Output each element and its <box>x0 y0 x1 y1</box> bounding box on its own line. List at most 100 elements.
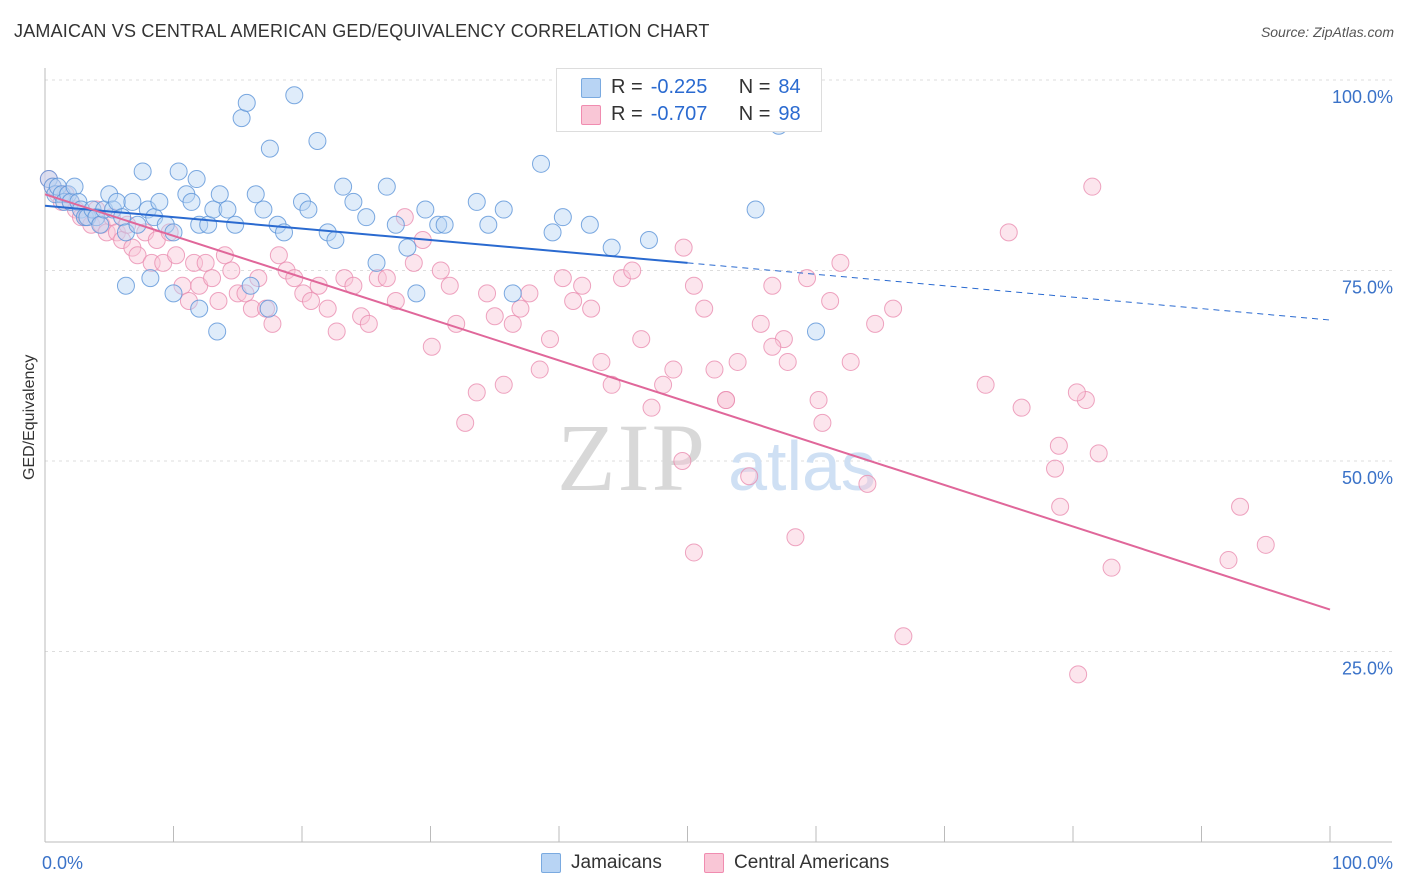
point-central-americans <box>196 253 215 272</box>
point-central-americans <box>352 307 371 326</box>
point-central-americans <box>999 223 1018 242</box>
point-jamaicans <box>299 200 318 219</box>
point-central-americans <box>1051 497 1070 516</box>
point-central-americans <box>422 337 441 356</box>
y-tick-label: 100.0% <box>1332 87 1393 107</box>
point-central-americans <box>359 314 378 333</box>
legend-row-jamaicans: R = -0.225 N = 84 <box>581 73 801 101</box>
point-central-americans <box>1231 497 1250 516</box>
point-central-americans <box>866 314 885 333</box>
point-jamaicans <box>241 276 260 295</box>
point-central-americans <box>717 391 736 410</box>
point-central-americans <box>841 352 860 371</box>
point-central-americans <box>485 307 504 326</box>
point-central-americans <box>395 208 414 227</box>
point-central-americans <box>1219 551 1238 570</box>
bottom-legend-jamaicans: Jamaicans <box>541 852 662 874</box>
point-central-americans <box>592 352 611 371</box>
point-central-americans <box>440 276 459 295</box>
point-jamaicans <box>553 208 572 227</box>
point-central-americans <box>1067 383 1086 402</box>
legend-swatch-pink <box>581 105 601 125</box>
legend-r-value-blue: -0.225 <box>650 75 708 98</box>
point-central-americans <box>1256 535 1275 554</box>
point-jamaicans <box>639 231 658 250</box>
point-jamaicans <box>285 86 304 105</box>
point-central-americans <box>763 276 782 295</box>
legend-n-value-blue: 84 <box>778 75 801 98</box>
point-central-americans <box>327 322 346 341</box>
point-jamaicans <box>260 139 279 158</box>
point-jamaicans <box>182 192 201 211</box>
point-central-americans <box>249 269 268 288</box>
point-jamaicans <box>232 109 251 128</box>
axes <box>44 68 1392 843</box>
point-central-americans <box>684 276 703 295</box>
point-central-americans <box>222 261 241 280</box>
point-central-americans <box>831 253 850 272</box>
point-jamaicans <box>344 192 363 211</box>
point-central-americans <box>553 269 572 288</box>
y-tick-label: 25.0% <box>1342 659 1393 679</box>
point-central-americans <box>530 360 549 379</box>
point-central-americans <box>511 299 530 318</box>
point-jamaicans <box>254 200 273 219</box>
point-jamaicans <box>116 276 135 295</box>
point-central-americans <box>664 360 683 379</box>
point-central-americans <box>705 360 724 379</box>
point-jamaicans <box>580 215 599 234</box>
data-points <box>39 86 1275 684</box>
bottom-legend-central-americans: Central Americans <box>704 852 889 874</box>
bottom-legend-label-jamaicans: Jamaicans <box>571 852 662 873</box>
bottom-legend-label-central-americans: Central Americans <box>734 852 890 873</box>
point-jamaicans <box>150 192 169 211</box>
point-central-americans <box>335 269 354 288</box>
point-jamaicans <box>107 192 126 211</box>
point-jamaicans <box>435 215 454 234</box>
point-central-americans <box>612 269 631 288</box>
point-jamaicans <box>226 215 245 234</box>
point-central-americans <box>520 284 539 303</box>
point-central-americans <box>673 452 692 470</box>
trend-line-central-americans <box>44 193 1331 611</box>
point-central-americans <box>1083 177 1102 196</box>
point-central-americans <box>894 627 913 646</box>
point-central-americans <box>318 299 337 318</box>
point-central-americans <box>431 261 450 280</box>
point-central-americans <box>751 314 770 333</box>
point-jamaicans <box>334 177 353 196</box>
point-central-americans <box>386 291 405 310</box>
point-central-americans <box>1049 436 1068 455</box>
point-central-americans <box>763 337 782 356</box>
point-central-americans <box>404 253 423 272</box>
point-central-americans <box>494 375 513 394</box>
point-central-americans <box>813 413 832 432</box>
point-jamaicans <box>190 299 209 318</box>
legend-r-label: R = <box>611 102 643 125</box>
point-jamaicans <box>494 200 513 219</box>
point-central-americans <box>1076 391 1095 410</box>
point-jamaicans <box>100 185 119 204</box>
point-central-americans <box>976 375 995 394</box>
y-tick-label: 50.0% <box>1342 468 1393 488</box>
point-central-americans <box>623 261 642 280</box>
y-tick-label: 75.0% <box>1342 278 1393 298</box>
point-jamaicans <box>746 200 765 219</box>
point-central-americans <box>301 291 320 310</box>
point-jamaicans <box>237 93 256 112</box>
point-jamaicans <box>259 299 278 318</box>
point-jamaicans <box>123 192 142 211</box>
point-jamaicans <box>503 284 522 303</box>
point-central-americans <box>582 299 601 318</box>
point-central-americans <box>467 383 486 402</box>
point-central-americans <box>728 352 747 371</box>
point-central-americans <box>1046 459 1065 478</box>
trend-lines <box>44 193 1331 611</box>
point-central-americans <box>602 375 621 394</box>
x-tick-label: 100.0% <box>1332 853 1393 873</box>
point-central-americans <box>1012 398 1031 417</box>
point-central-americans <box>821 291 840 310</box>
point-jamaicans <box>308 131 327 150</box>
bottom-swatch-blue <box>541 853 561 873</box>
